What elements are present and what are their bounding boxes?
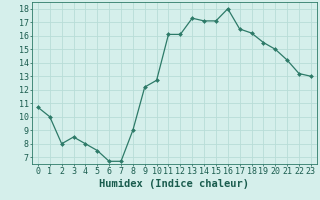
- X-axis label: Humidex (Indice chaleur): Humidex (Indice chaleur): [100, 179, 249, 189]
